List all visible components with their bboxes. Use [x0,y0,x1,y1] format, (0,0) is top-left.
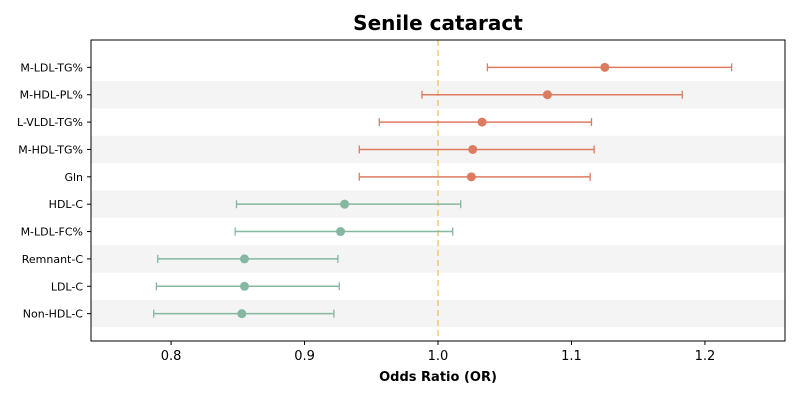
x-tick-label: 1.1 [561,349,582,364]
or-point [340,199,350,209]
y-tick-labels: M-LDL-TG% M-HDL-PL% L-VLDL-TG% M-HDL-TG% Gln… [17,61,91,321]
x-axis-label: Odds Ratio (OR) [379,370,497,385]
or-point [239,254,249,264]
chart-title: Senile cataract [353,11,523,35]
or-point [237,309,247,319]
y-tick-label: Gln [64,171,83,184]
or-point [600,62,610,72]
or-point [477,117,487,127]
y-tick-label: M-LDL-FC% [21,226,83,239]
or-point [239,281,249,291]
y-tick-label: Remnant-C [22,253,84,266]
y-tick-label: M-HDL-PL% [20,89,83,102]
or-point [542,90,552,100]
x-tick-label: 1.0 [428,349,449,364]
x-tick-label: 1.2 [695,349,716,364]
y-tick-label: HDL-C [49,198,84,211]
y-tick-label: Non-HDL-C [23,308,84,321]
or-point [466,172,476,182]
y-tick-label: M-HDL-TG% [18,143,83,156]
x-tick-labels: 0.8 0.9 1.0 1.1 1.2 [161,341,716,364]
or-point [468,144,478,154]
y-tick-label: LDL-C [51,280,84,293]
x-tick-label: 0.8 [161,349,182,364]
or-point [336,227,346,237]
error-bars [153,62,733,319]
y-tick-label: M-LDL-TG% [20,61,83,74]
x-tick-label: 0.9 [294,349,315,364]
y-tick-label: L-VLDL-TG% [17,116,83,129]
